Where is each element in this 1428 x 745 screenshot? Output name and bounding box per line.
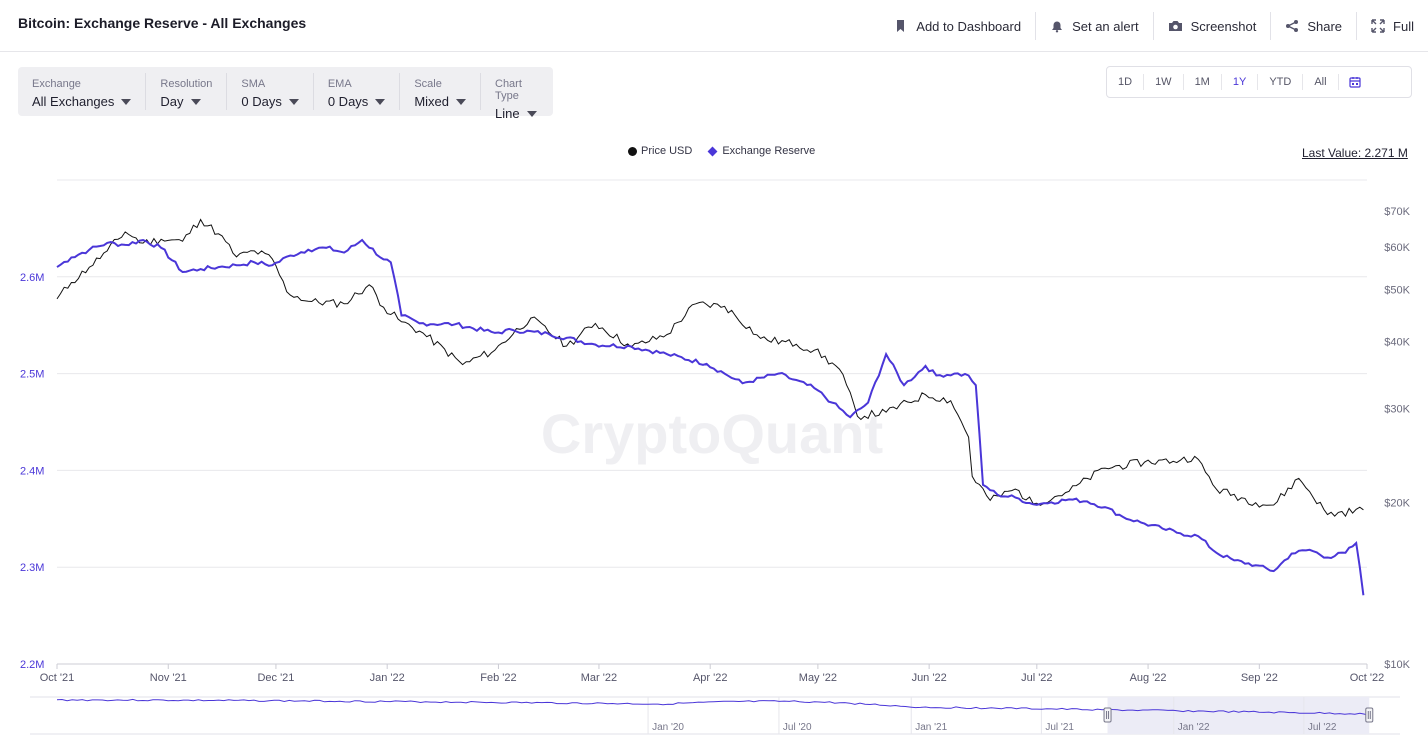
navigator-tick-label: Jul '20 [783, 722, 812, 733]
x-axis-tick-label: Nov '21 [150, 672, 187, 684]
right-axis-tick-label: $30K [1384, 403, 1410, 415]
left-axis-tick-label: 2.5M [20, 369, 44, 381]
fullscreen-label: Full [1393, 18, 1414, 34]
range-ytd-button[interactable]: YTD [1258, 74, 1304, 90]
chart-legend: Price USD Exchange Reserve [628, 145, 831, 157]
circle-marker-icon [628, 146, 637, 156]
range-1y-button[interactable]: 1Y [1222, 74, 1259, 90]
legend-item-reserve[interactable]: Exchange Reserve [707, 145, 816, 157]
diamond-marker-icon [707, 146, 718, 156]
add-to-dashboard-button[interactable]: Add to Dashboard [880, 12, 1035, 40]
navigator-tick-label: Jul '21 [1045, 722, 1074, 733]
left-axis-tick-label: 2.4M [20, 465, 44, 477]
bell-icon [1052, 21, 1063, 33]
add-to-dashboard-label: Add to Dashboard [916, 18, 1022, 34]
last-value-label: Last Value: 2.271 M [1302, 146, 1408, 160]
screenshot-label: Screenshot [1190, 18, 1257, 34]
exchange-filter-value: All Exchanges [32, 94, 115, 109]
chart-type-filter-label: Chart Type [495, 78, 522, 102]
share-label: Share [1307, 18, 1343, 34]
resolution-filter[interactable]: Resolution Day [146, 73, 228, 110]
navigator-handle-right[interactable] [1365, 707, 1374, 723]
reserve-series-line [56, 238, 1365, 596]
navigator-tick-label: Jan '21 [915, 722, 947, 733]
x-axis-tick-label: Aug '22 [1130, 672, 1167, 684]
navigator-handle-left[interactable] [1103, 707, 1112, 723]
resolution-filter-value: Day [160, 94, 184, 109]
x-axis-tick-label: Sep '22 [1241, 672, 1278, 684]
calendar-icon [1348, 77, 1361, 88]
page-title: Bitcoin: Exchange Reserve - All Exchange… [18, 15, 307, 31]
header-bar: Bitcoin: Exchange Reserve - All Exchange… [0, 0, 1428, 52]
caret-down-icon [526, 110, 537, 117]
x-axis-tick-label: Dec '21 [257, 672, 294, 684]
x-axis-tick-label: Mar '22 [581, 672, 617, 684]
caret-down-icon [121, 98, 132, 105]
navigator-tick-label: Jan '22 [1178, 722, 1210, 733]
range-selector: 1D 1W 1M 1Y YTD All [1106, 66, 1412, 98]
caret-down-icon [375, 98, 386, 105]
screenshot-button[interactable]: Screenshot [1152, 12, 1271, 40]
right-axis-tick-label: $20K [1384, 498, 1410, 510]
resolution-filter-label: Resolution [160, 78, 213, 90]
legend-item-price[interactable]: Price USD [628, 145, 692, 157]
filter-bar: Exchange All Exchanges Resolution Day SM… [18, 67, 553, 121]
navigator-selection [1107, 697, 1370, 734]
left-axis-tick-label: 2.6M [20, 272, 44, 284]
watermark-text: CryptoQuant [541, 402, 883, 465]
right-axis-tick-label: $60K [1384, 242, 1410, 254]
navigator-chart[interactable]: Jan '20 Jul '20 Jan '21 Jul '21 Jan '22 Jul '… [0, 695, 1428, 740]
caret-down-icon [288, 98, 299, 105]
navigator-series-line [56, 698, 1371, 716]
right-axis-tick-label: $40K [1384, 336, 1410, 348]
right-axis-tick-label: $10K [1384, 659, 1410, 671]
x-axis-tick-label: Oct '21 [40, 672, 75, 684]
set-alert-button[interactable]: Set an alert [1035, 12, 1153, 40]
camera-icon [1168, 21, 1182, 31]
ema-filter-value: 0 Days [327, 94, 369, 109]
bookmark-icon [897, 20, 905, 32]
fullscreen-icon [1371, 19, 1385, 33]
exchange-filter[interactable]: Exchange All Exchanges [18, 73, 147, 110]
right-axis-tick-label: $70K [1384, 206, 1410, 218]
share-icon [1286, 20, 1299, 32]
left-axis-tick-label: 2.3M [20, 562, 44, 574]
exchange-filter-label: Exchange [32, 78, 81, 90]
range-all-button[interactable]: All [1303, 74, 1339, 90]
sma-filter-value: 0 Days [241, 94, 282, 109]
navigator-tick-label: Jul '22 [1308, 722, 1337, 733]
chart-type-filter[interactable]: Chart Type Line [481, 73, 553, 121]
range-1d-button[interactable]: 1D [1107, 74, 1145, 90]
scale-filter[interactable]: Scale Mixed [400, 73, 481, 110]
x-axis-tick-label: Feb '22 [480, 672, 516, 684]
x-axis-tick-label: Jun '22 [912, 672, 947, 684]
range-1w-button[interactable]: 1W [1144, 74, 1184, 90]
legend-label-reserve: Exchange Reserve [722, 145, 816, 157]
legend-label-price: Price USD [641, 145, 693, 157]
x-axis-tick-label: Jan '22 [370, 672, 405, 684]
main-chart[interactable]: CryptoQuant 2.2M 2.3M 2.4M 2.5M 2.6M $10K $20K $… [0, 170, 1428, 690]
x-axis-tick-label: Jul '22 [1021, 672, 1052, 684]
scale-filter-label: Scale [414, 78, 442, 90]
share-button[interactable]: Share [1270, 12, 1356, 40]
right-axis-tick-label: $50K [1384, 284, 1410, 296]
chart-type-filter-value: Line [495, 106, 520, 121]
header-actions: Add to Dashboard Set an alert Screenshot… [880, 0, 1428, 52]
calendar-button[interactable] [1339, 76, 1371, 88]
x-axis-tick-label: Apr '22 [693, 672, 728, 684]
caret-down-icon [190, 98, 201, 105]
scale-filter-value: Mixed [414, 94, 449, 109]
navigator-tick-label: Jan '20 [652, 722, 684, 733]
caret-down-icon [456, 98, 466, 105]
ema-filter-label: EMA [327, 78, 352, 90]
fullscreen-button[interactable]: Full [1356, 12, 1428, 40]
ema-filter[interactable]: EMA 0 Days [314, 73, 401, 110]
range-1m-button[interactable]: 1M [1184, 74, 1222, 90]
x-axis-tick-label: May '22 [799, 672, 837, 684]
x-axis-tick-label: Oct '22 [1350, 672, 1385, 684]
left-axis-tick-label: 2.2M [20, 659, 44, 671]
sma-filter[interactable]: SMA 0 Days [227, 73, 314, 110]
set-alert-label: Set an alert [1072, 18, 1139, 34]
sma-filter-label: SMA [241, 78, 266, 90]
